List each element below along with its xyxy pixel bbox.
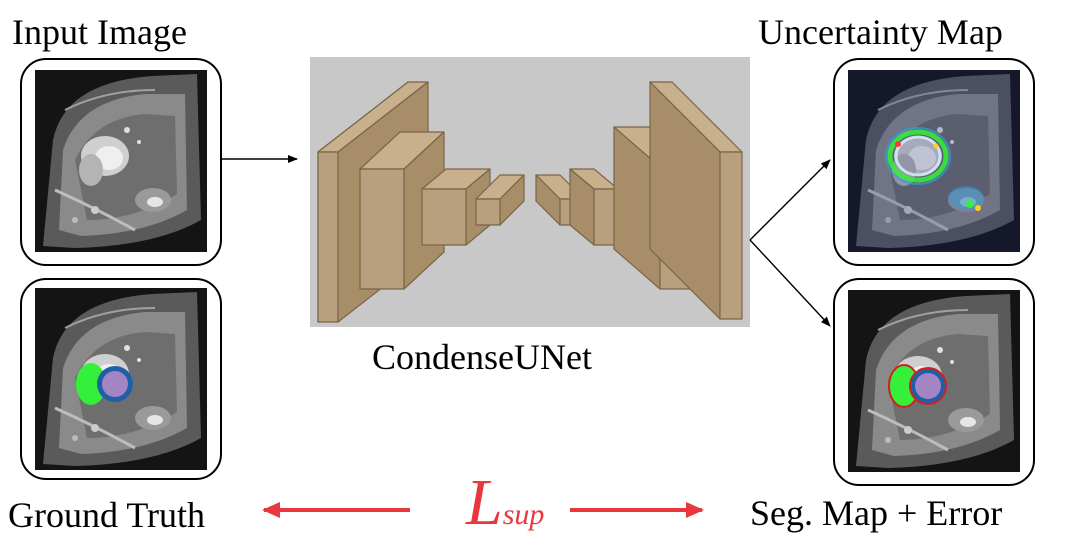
mri-segmentation-icon bbox=[848, 290, 1020, 472]
ground-truth-panel bbox=[20, 278, 222, 480]
uncertainty-map-panel bbox=[833, 58, 1035, 266]
supervised-loss: Lsup bbox=[466, 470, 544, 536]
mri-ground-truth-icon bbox=[35, 288, 207, 470]
uncertainty-map-label: Uncertainty Map bbox=[758, 12, 1003, 52]
loss-subscript: sup bbox=[502, 498, 545, 531]
ground-truth-label: Ground Truth bbox=[8, 495, 206, 535]
network-to-uncertainty-arrow bbox=[749, 159, 831, 241]
network-to-segmentation-arrow bbox=[749, 239, 831, 327]
input-image-panel bbox=[20, 58, 222, 266]
mri-uncertainty-icon bbox=[848, 70, 1020, 252]
network-label: CondenseUNet bbox=[372, 337, 592, 377]
condense-unet-diagram bbox=[310, 57, 750, 327]
segmentation-label: Seg. Map + Error bbox=[750, 493, 1003, 533]
segmentation-panel bbox=[833, 278, 1035, 486]
input-image-label: Input Image bbox=[12, 12, 187, 52]
unet-blocks-icon bbox=[317, 81, 743, 323]
loss-symbol: L bbox=[466, 466, 503, 539]
